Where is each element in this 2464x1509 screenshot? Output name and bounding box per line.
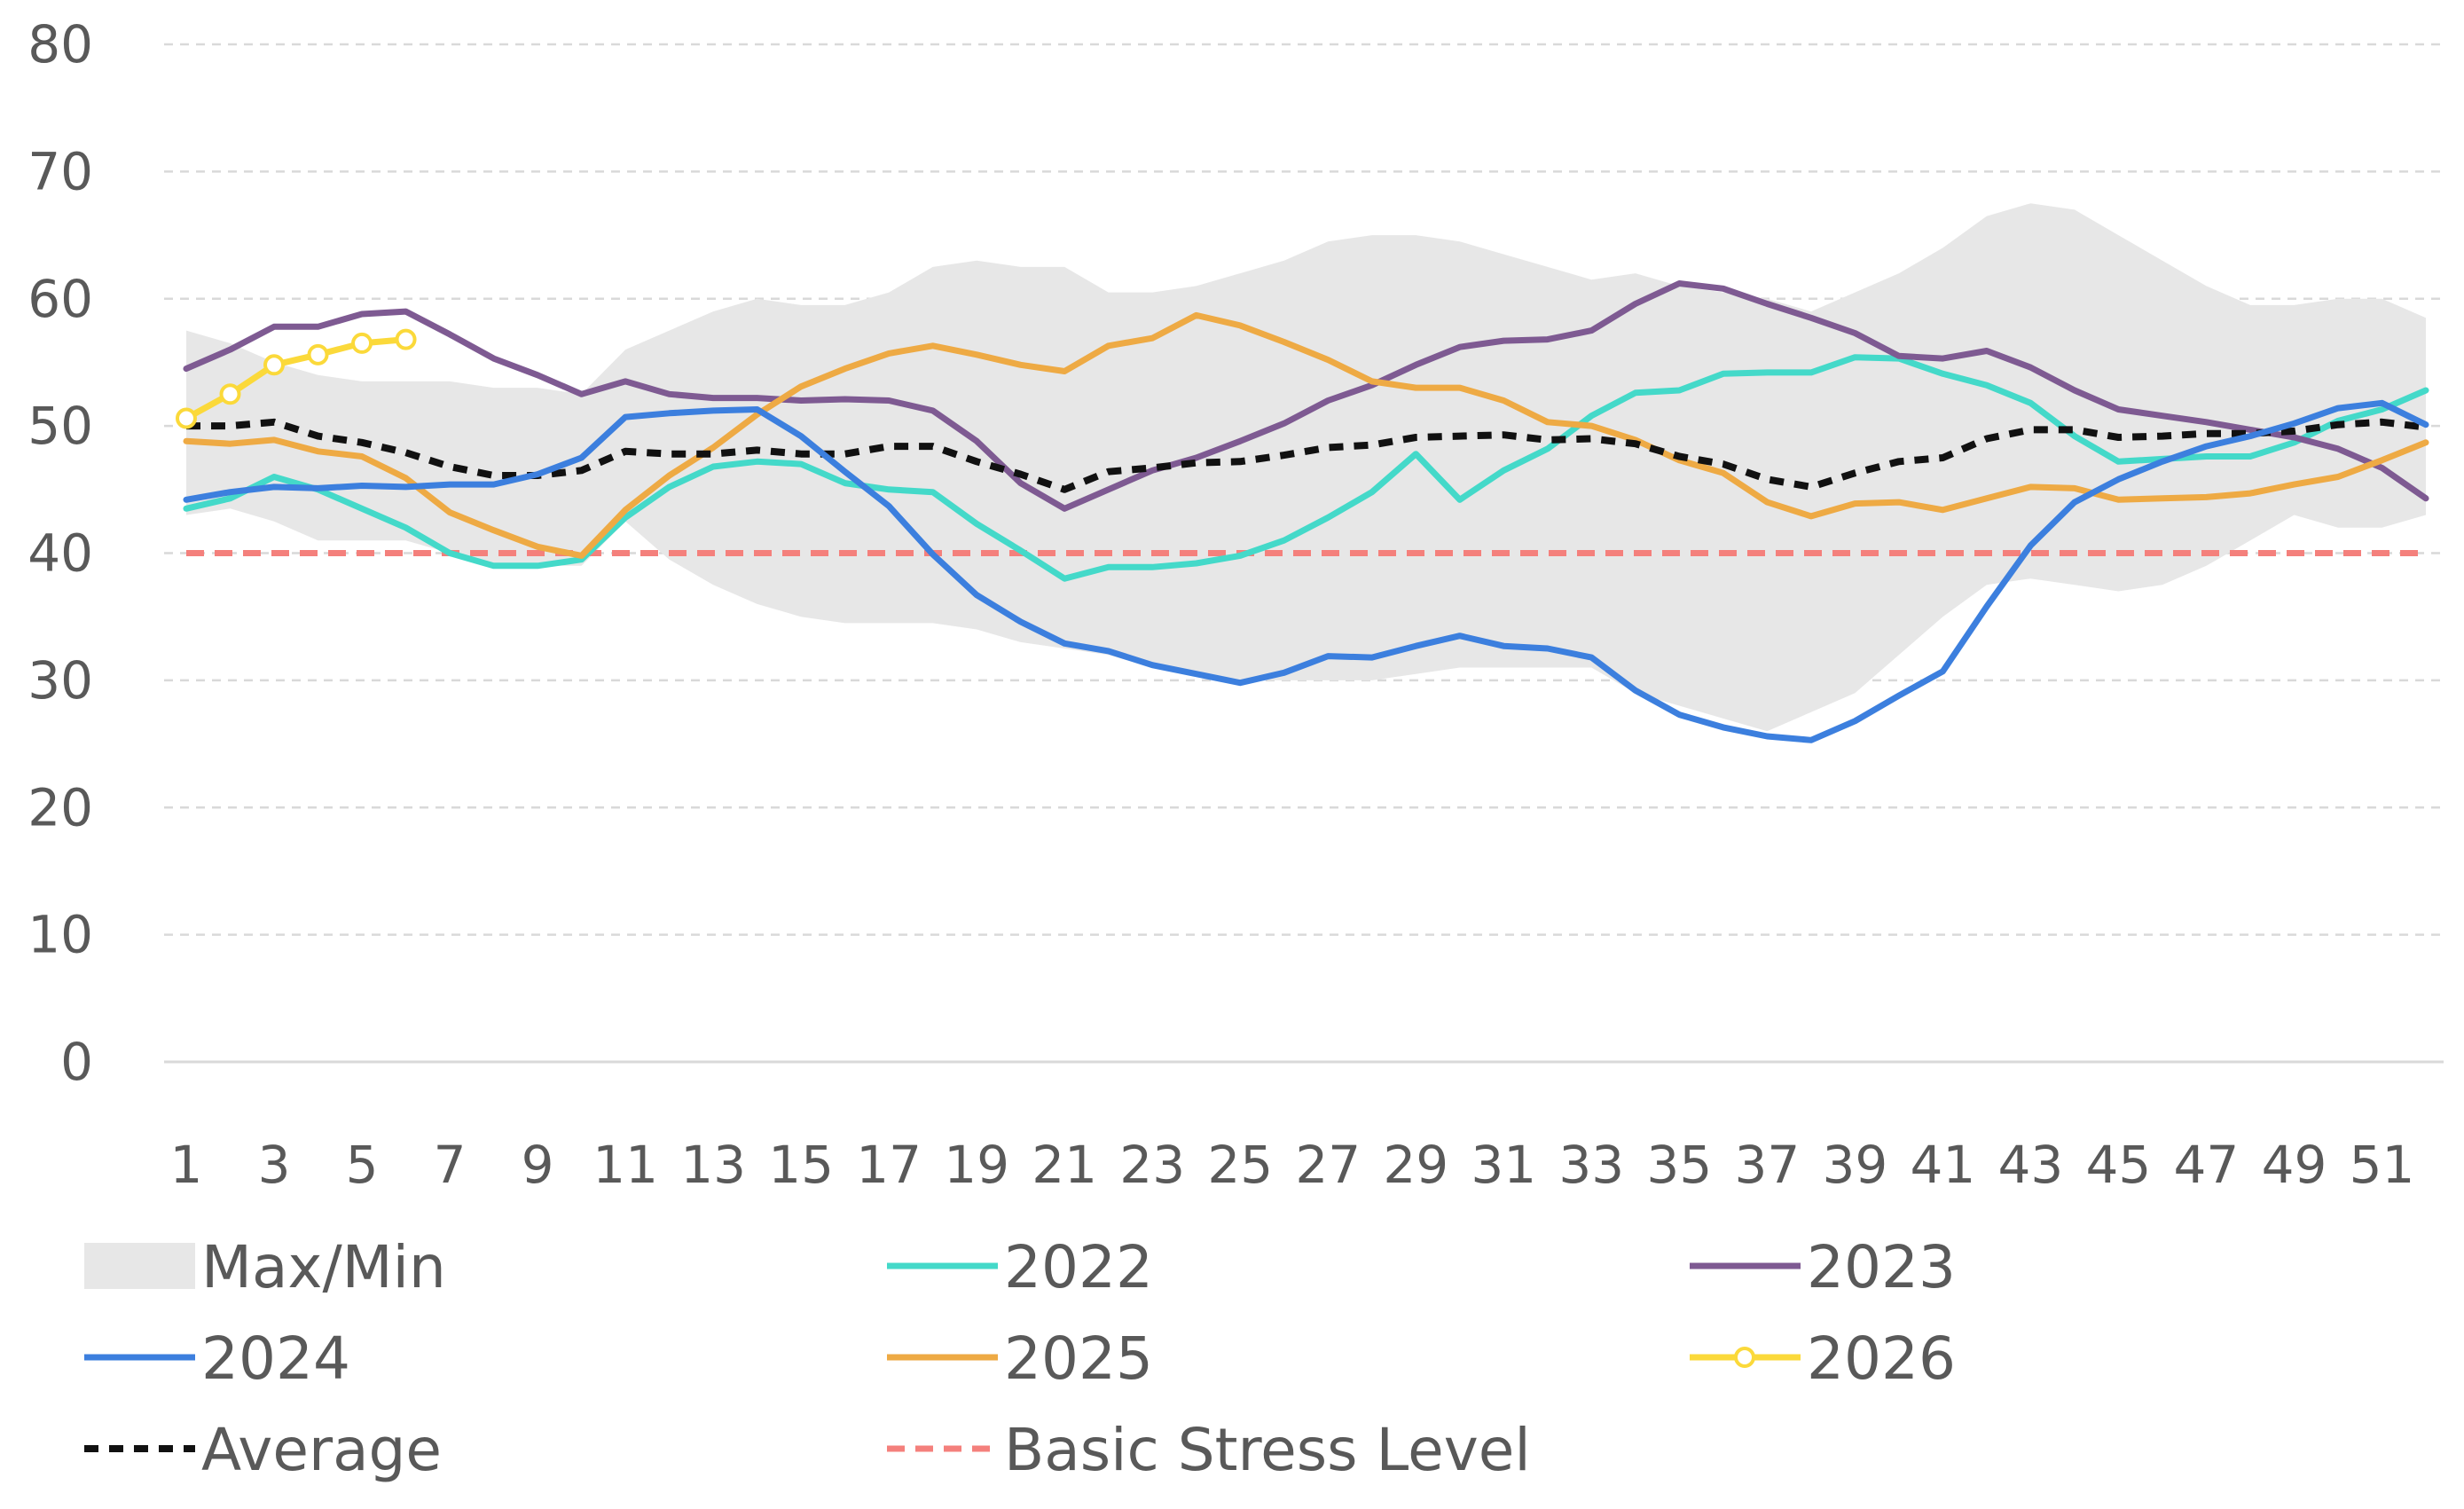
x-tick-label: 23 bbox=[1119, 1135, 1185, 1195]
x-axis: 1 3 5 7 9 11 13 15 17 19 21 23 25 27 29 31 33 35 37 39 41 43 4… bbox=[170, 1135, 2415, 1195]
x-tick-label: 27 bbox=[1295, 1135, 1361, 1195]
legend-label-2022: 2022 bbox=[1004, 1233, 1153, 1301]
x-tick-label: 15 bbox=[768, 1135, 834, 1195]
legend-label-basic-stress-level: Basic Stress Level bbox=[1004, 1416, 1531, 1484]
x-tick-label: 45 bbox=[2086, 1135, 2152, 1195]
x-tick-label: 35 bbox=[1646, 1135, 1712, 1195]
y-axis: 0 10 20 30 40 50 60 70 80 bbox=[27, 14, 93, 1092]
series-layer bbox=[176, 280, 2429, 743]
series-point-2026 bbox=[351, 332, 373, 354]
series-line-2025 bbox=[183, 311, 2429, 559]
series-point-2026 bbox=[219, 383, 241, 405]
x-tick-label: 19 bbox=[944, 1135, 1009, 1195]
x-tick-label: 3 bbox=[258, 1135, 291, 1195]
x-tick-label: 11 bbox=[592, 1135, 658, 1195]
legend-label-2023: 2023 bbox=[1807, 1233, 1956, 1301]
legend-label-2024: 2024 bbox=[201, 1324, 350, 1393]
series-line-2024 bbox=[183, 399, 2429, 743]
x-tick-label: 51 bbox=[2350, 1135, 2415, 1195]
series-point-2026 bbox=[176, 407, 197, 429]
x-tick-label: 25 bbox=[1207, 1135, 1273, 1195]
y-tick-label: 30 bbox=[27, 650, 93, 711]
legend-marker-2026 bbox=[1734, 1347, 1755, 1368]
legend-swatch-max-min bbox=[84, 1243, 195, 1289]
y-tick-label: 10 bbox=[27, 905, 93, 965]
series-point-2026 bbox=[263, 354, 286, 376]
x-tick-label: 21 bbox=[1032, 1135, 1097, 1195]
legend-label-average: Average bbox=[201, 1416, 442, 1484]
series-line-average bbox=[186, 418, 2427, 493]
series-line-2023 bbox=[183, 280, 2429, 512]
y-tick-label: 70 bbox=[27, 141, 93, 201]
x-tick-label: 49 bbox=[2262, 1135, 2327, 1195]
legend: Max/Min 2022 2023 2024 2025 2026 Average Basic … bbox=[84, 1233, 1956, 1484]
legend-label-2025: 2025 bbox=[1004, 1324, 1153, 1393]
y-tick-label: 40 bbox=[27, 523, 93, 584]
x-tick-label: 37 bbox=[1734, 1135, 1800, 1195]
x-tick-label: 1 bbox=[170, 1135, 203, 1195]
max-min-band-layer bbox=[186, 203, 2426, 732]
x-tick-label: 13 bbox=[680, 1135, 746, 1195]
x-tick-label: 41 bbox=[1910, 1135, 1975, 1195]
y-tick-label: 0 bbox=[60, 1032, 93, 1092]
legend-label-2026: 2026 bbox=[1807, 1324, 1956, 1393]
y-tick-label: 50 bbox=[27, 396, 93, 456]
max-min-band bbox=[186, 203, 2426, 732]
series-point-2026 bbox=[395, 328, 417, 350]
y-tick-label: 20 bbox=[27, 777, 93, 837]
legend-label-max-min: Max/Min bbox=[201, 1233, 446, 1301]
x-tick-label: 17 bbox=[856, 1135, 922, 1195]
x-tick-label: 9 bbox=[522, 1135, 554, 1195]
series-point-2026 bbox=[307, 343, 329, 365]
x-tick-label: 5 bbox=[346, 1135, 379, 1195]
x-tick-label: 43 bbox=[1998, 1135, 2064, 1195]
y-tick-label: 60 bbox=[27, 269, 93, 329]
y-tick-label: 80 bbox=[27, 14, 93, 75]
x-tick-label: 7 bbox=[434, 1135, 467, 1195]
x-tick-label: 31 bbox=[1471, 1135, 1536, 1195]
x-tick-label: 33 bbox=[1558, 1135, 1624, 1195]
x-tick-label: 47 bbox=[2174, 1135, 2240, 1195]
series-line-2022 bbox=[183, 354, 2429, 582]
x-tick-label: 29 bbox=[1383, 1135, 1448, 1195]
x-tick-label: 39 bbox=[1822, 1135, 1887, 1195]
